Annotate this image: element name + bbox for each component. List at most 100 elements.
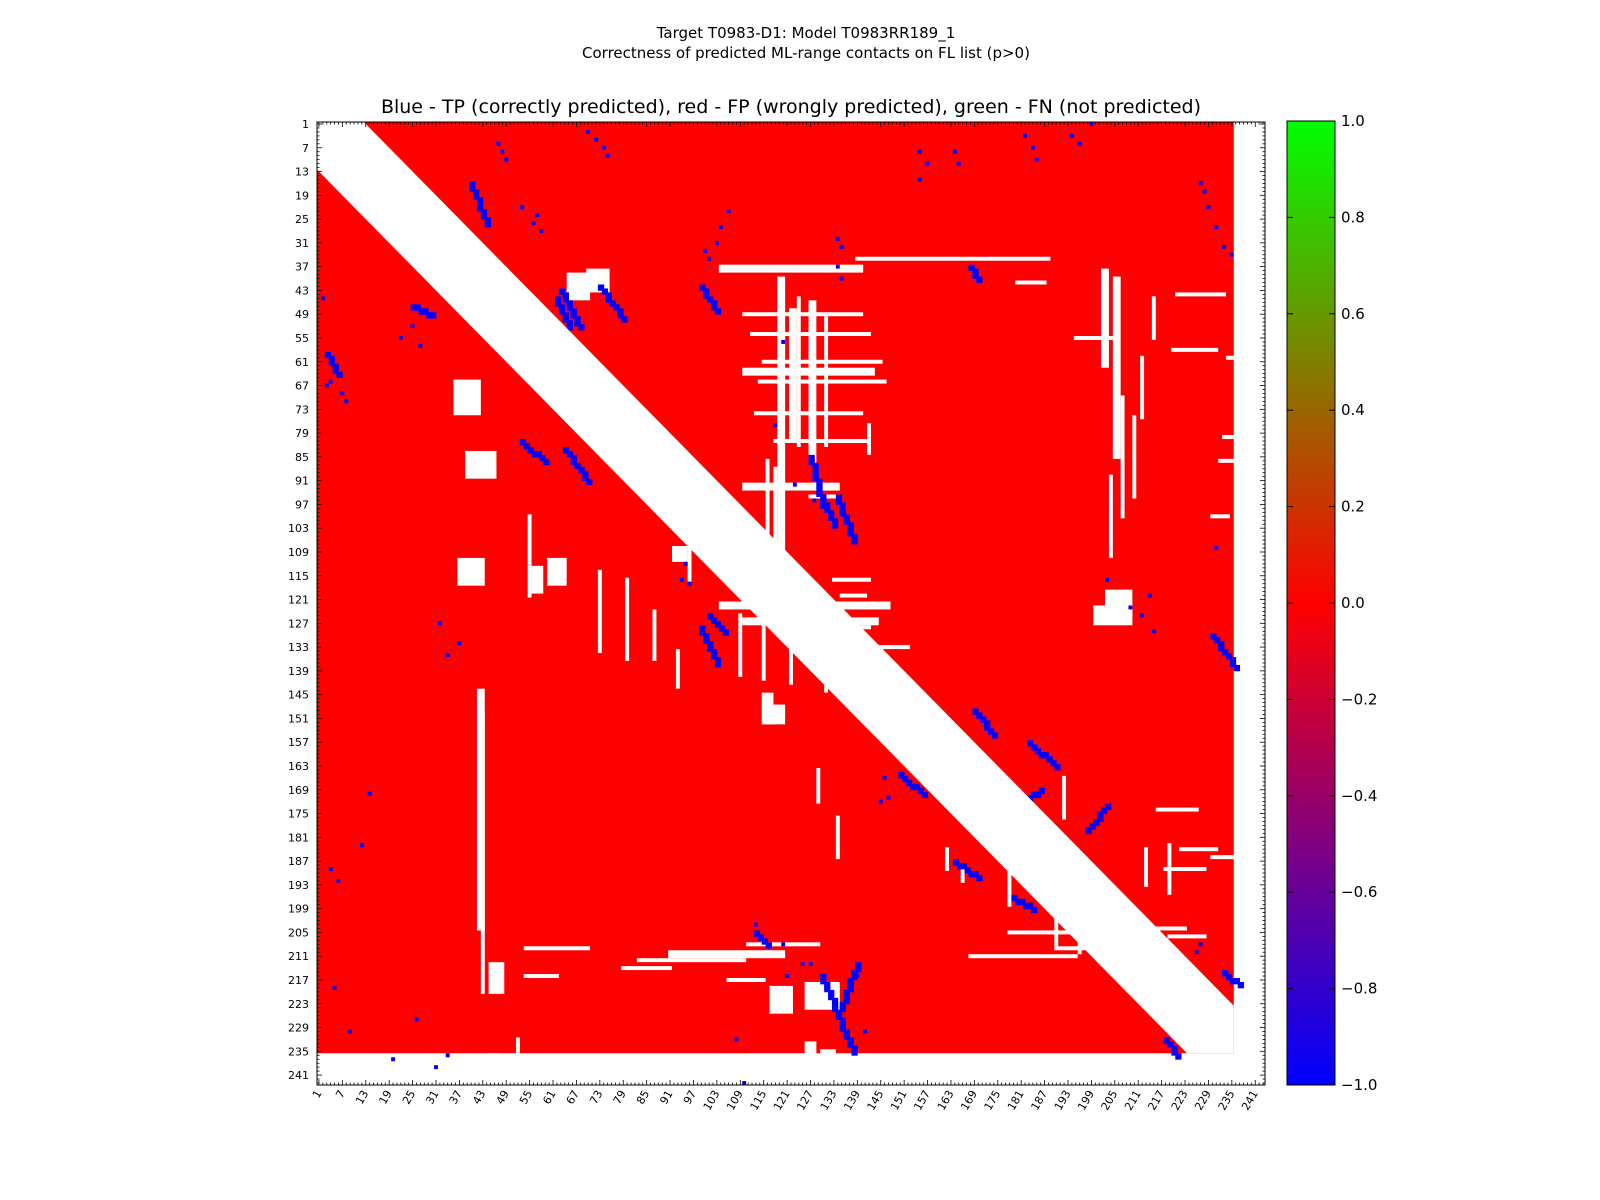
y-tick-label: 25: [295, 213, 309, 226]
tp-cell: [820, 502, 827, 509]
tp-cell: [1140, 613, 1145, 618]
y-tick-label: 61: [295, 356, 309, 369]
unpredicted-row: [1054, 946, 1109, 951]
tp-cell: [878, 799, 883, 804]
tp-cell: [418, 308, 425, 315]
unpredicted-column: [796, 296, 801, 447]
tp-cell: [812, 474, 819, 482]
tp-cell: [714, 621, 722, 628]
y-tick-label: 115: [288, 570, 309, 583]
tp-cell: [1093, 819, 1100, 826]
unpredicted-column: [765, 458, 770, 574]
tp-cell: [328, 359, 335, 367]
tp-cell: [1206, 205, 1211, 210]
tp-cell: [1151, 629, 1156, 634]
unpredicted-patch: [496, 1121, 512, 1145]
unpredicted-row: [523, 946, 591, 951]
tp-cell: [445, 1053, 450, 1058]
y-tick-label: 97: [295, 498, 309, 511]
unpredicted-row: [726, 978, 766, 982]
tp-cell: [855, 962, 862, 969]
tp-cell: [812, 462, 819, 470]
x-tick-label: 241: [1239, 1088, 1261, 1113]
tp-cell: [1105, 803, 1112, 810]
colorbar-tick-label: −0.4: [1341, 787, 1377, 805]
tp-cell: [1030, 906, 1038, 914]
tp-cell: [839, 276, 844, 281]
tp-cell: [1038, 752, 1045, 759]
y-tick-label: 49: [295, 308, 309, 321]
tp-cell: [839, 1017, 847, 1024]
tp-cell: [340, 391, 345, 396]
tp-cell: [761, 938, 768, 945]
y-tick-label: 235: [288, 1045, 309, 1058]
x-tick-label: 235: [1216, 1088, 1238, 1113]
unpredicted-row: [1140, 926, 1187, 931]
tp-cell: [539, 229, 544, 233]
tp-cell: [570, 312, 577, 319]
tp-cell: [1233, 664, 1241, 672]
y-tick-label: 133: [288, 641, 309, 654]
x-tick-label: 121: [771, 1088, 793, 1113]
tp-cell: [1023, 902, 1030, 910]
tp-cell: [469, 185, 476, 192]
tp-cell: [847, 1041, 854, 1048]
tp-cell: [1237, 981, 1244, 989]
x-tick-label: 145: [865, 1088, 887, 1113]
tp-cell: [839, 1021, 847, 1028]
tp-cell: [1027, 902, 1034, 910]
tp-cell: [824, 506, 831, 513]
x-tick-label: 19: [377, 1088, 395, 1107]
unpredicted-patch: [804, 1041, 817, 1070]
tp-cell: [437, 621, 442, 626]
y-tick-label: 79: [295, 427, 309, 440]
tp-cell: [1218, 641, 1225, 648]
tp-cell: [917, 149, 922, 154]
tp-cell: [835, 1013, 843, 1021]
x-tick-label: 61: [540, 1088, 558, 1107]
tp-cell: [476, 201, 484, 208]
x-tick-label: 13: [353, 1088, 371, 1107]
tp-cell: [843, 993, 850, 1001]
tp-cell: [679, 577, 684, 582]
tp-cell: [578, 324, 585, 331]
x-tick-label: 163: [935, 1088, 957, 1113]
tp-cell: [976, 874, 983, 882]
tp-cell: [734, 1037, 739, 1042]
tp-cell: [812, 466, 819, 474]
x-tick-label: 37: [447, 1088, 465, 1107]
y-tick-label: 55: [295, 332, 309, 345]
tp-cell: [820, 978, 827, 985]
tp-cell: [539, 454, 546, 462]
tp-cell: [504, 157, 509, 162]
tp-cell: [882, 775, 887, 780]
x-tick-label: 127: [794, 1088, 816, 1113]
tp-cell: [1089, 823, 1096, 830]
unpredicted-row: [757, 379, 887, 384]
unpredicted-row: [855, 256, 1051, 261]
tp-cell: [519, 439, 527, 446]
tp-cell: [430, 312, 437, 319]
tp-cell: [757, 934, 765, 941]
tp-cell: [476, 197, 484, 204]
tp-cell: [1030, 145, 1035, 150]
x-tick-label: 67: [564, 1088, 582, 1107]
plot-title: Blue - TP (correctly predicted), red - F…: [381, 96, 1201, 118]
tp-cell: [1105, 577, 1109, 582]
tp-cell: [753, 922, 758, 927]
tp-cell: [988, 728, 995, 735]
unpredicted-column: [675, 649, 680, 689]
y-tick-label: 31: [295, 237, 309, 250]
tp-cell: [960, 863, 967, 870]
tp-cell: [1214, 637, 1221, 644]
tp-cell: [835, 498, 843, 505]
y-tick-label: 187: [288, 855, 309, 868]
unpredicted-patch: [488, 1053, 501, 1066]
y-tick-label: 241: [288, 1069, 309, 1082]
tp-cell: [707, 645, 714, 652]
unpredicted-column: [625, 577, 630, 661]
tp-cell: [558, 288, 566, 295]
tp-cell: [1210, 633, 1217, 640]
x-tick-label: 199: [1075, 1088, 1097, 1113]
